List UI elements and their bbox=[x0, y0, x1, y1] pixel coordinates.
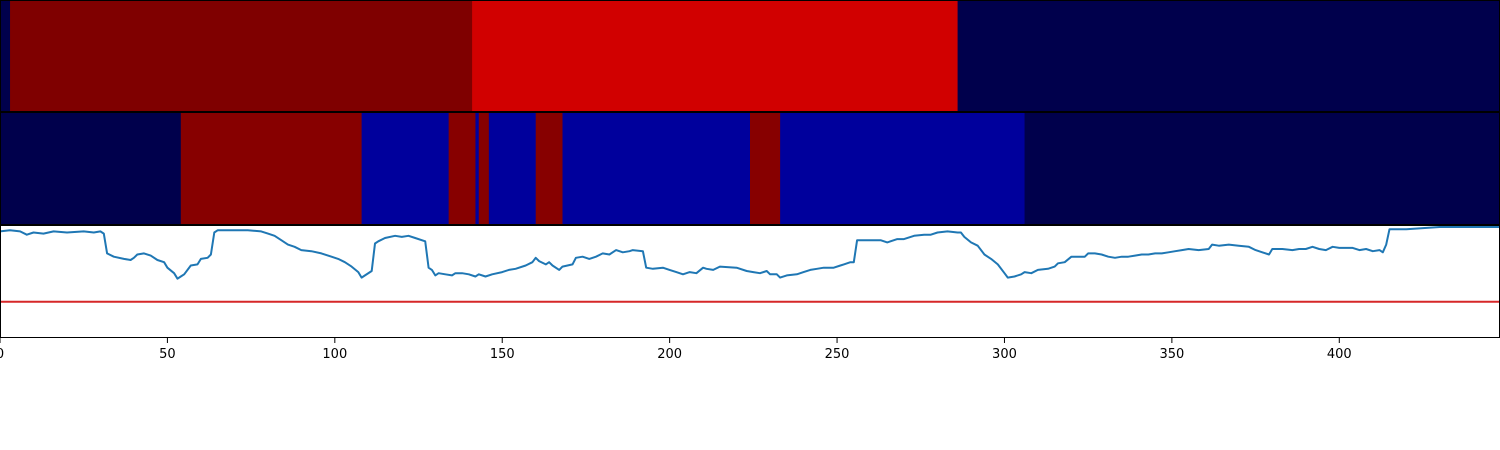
heatmap-segment bbox=[780, 113, 1026, 225]
heatmap-segment bbox=[1024, 113, 1500, 225]
heatmap-segment bbox=[750, 113, 781, 225]
heatmap-segment bbox=[448, 113, 476, 225]
heatmap-segment bbox=[488, 113, 537, 225]
heatmap-segment bbox=[0, 1, 11, 112]
x-tick-label: 200 bbox=[657, 347, 682, 362]
series-line bbox=[0, 226, 1500, 280]
x-tick-label: 300 bbox=[992, 347, 1017, 362]
heatmap-segment bbox=[478, 113, 490, 225]
x-axis: 0 50 100 150 200 250 300 350 400 bbox=[0, 338, 1352, 362]
heatmap-segment bbox=[361, 113, 450, 225]
line-plot-panel bbox=[0, 226, 1500, 338]
middle-heatmap-band bbox=[0, 113, 1500, 225]
top-heatmap-band bbox=[0, 1, 1500, 112]
heatmap-segment bbox=[535, 113, 563, 225]
x-tick-label: 400 bbox=[1327, 347, 1352, 362]
heatmap-segment bbox=[180, 113, 363, 225]
heatmap-segment bbox=[472, 1, 959, 112]
x-tick-label: 50 bbox=[159, 347, 176, 362]
x-tick-label: 0 bbox=[0, 347, 4, 362]
heatmap-segment bbox=[562, 113, 751, 225]
heatmap-segment bbox=[10, 1, 473, 112]
x-tick-label: 350 bbox=[1159, 347, 1184, 362]
heatmap-segment bbox=[0, 113, 182, 225]
x-tick-label: 150 bbox=[490, 347, 515, 362]
heatmap-segment bbox=[957, 1, 1500, 112]
x-tick-label: 100 bbox=[322, 347, 347, 362]
line-plot-background bbox=[0, 226, 1500, 338]
x-tick-label: 250 bbox=[825, 347, 850, 362]
heatmap-segment bbox=[475, 113, 480, 225]
